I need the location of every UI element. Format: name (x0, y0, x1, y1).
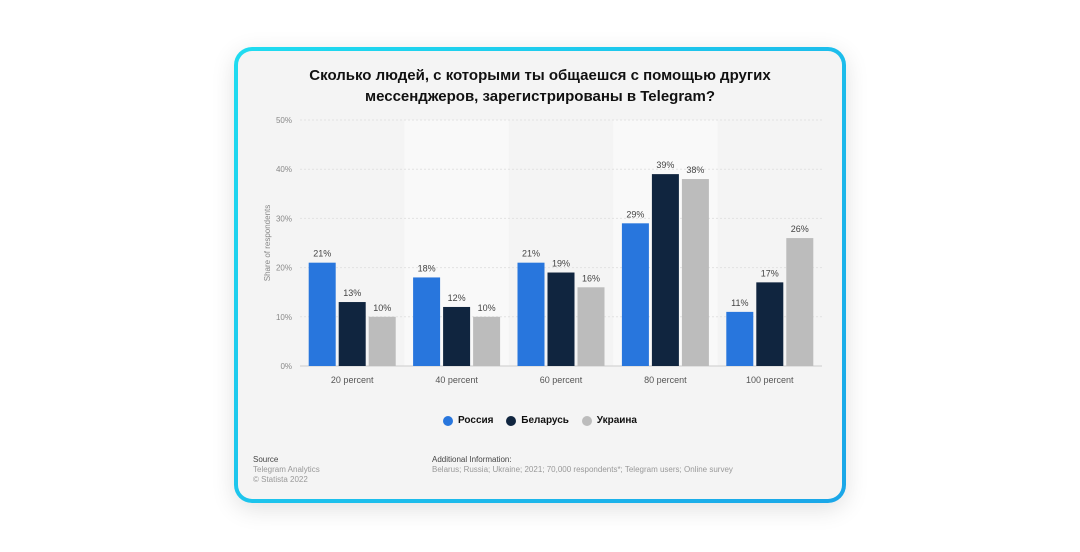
data-label: 17% (761, 268, 779, 278)
bar (577, 287, 605, 366)
data-label: 21% (313, 249, 331, 259)
legend-item-belarus[interactable]: Беларусь (506, 415, 569, 426)
bar (517, 262, 545, 366)
data-label: 18% (418, 263, 436, 273)
x-tick-label: 80 percent (644, 375, 687, 385)
data-label: 21% (522, 249, 540, 259)
x-tick-label: 40 percent (435, 375, 478, 385)
source-label: Source (253, 455, 279, 464)
legend-item-russia[interactable]: Россия (442, 415, 494, 426)
y-tick-label: 30% (276, 214, 292, 223)
legend-label: Украина (596, 415, 637, 426)
data-label: 13% (343, 288, 361, 298)
x-tick-label: 20 percent (331, 375, 374, 385)
bar-chart: 0% 10% 20% 30% 40% 50% Share of respondents 21%… (263, 116, 822, 385)
legend-label: Беларусь (521, 415, 569, 426)
chart-card: Сколько людей, с которыми ты общаешся с … (234, 47, 846, 503)
bar (786, 238, 814, 366)
bar (651, 174, 679, 366)
bar (338, 302, 366, 366)
bar (681, 179, 709, 366)
x-tick-label: 100 percent (746, 375, 794, 385)
chart-title: Сколько людей, с которыми ты общаешся с … (238, 65, 842, 107)
data-label: 26% (791, 224, 809, 234)
bar (368, 316, 396, 366)
legend-item-ukraine[interactable]: Украина (581, 415, 637, 426)
x-tick-label: 60 percent (540, 375, 583, 385)
data-label: 12% (448, 293, 466, 303)
y-tick-label: 20% (276, 264, 292, 273)
chart-panel: Сколько людей, с которыми ты общаешся с … (238, 51, 842, 499)
bar (756, 282, 784, 366)
legend-label: Россия (457, 415, 494, 426)
y-axis-label: Share of respondents (263, 205, 272, 282)
source-text[interactable]: Telegram Analytics (253, 465, 320, 474)
legend-swatch (506, 415, 517, 426)
data-label: 10% (478, 303, 496, 313)
y-tick-label: 0% (280, 362, 292, 371)
bar (308, 262, 336, 366)
data-label: 29% (626, 209, 644, 219)
data-label: 38% (686, 165, 704, 175)
chart-title-text: Сколько людей, с которыми ты общаешся с … (309, 67, 771, 105)
y-tick-label: 50% (276, 116, 292, 125)
bar (413, 277, 441, 366)
data-label: 19% (552, 259, 570, 269)
legend-swatch (581, 415, 592, 426)
bar (621, 223, 649, 366)
data-label: 16% (582, 273, 600, 283)
bar (547, 272, 575, 366)
legend-swatch (442, 415, 453, 426)
legend: Россия Беларусь Украина (238, 415, 842, 429)
bar (726, 311, 754, 366)
bar (473, 316, 501, 366)
data-label: 10% (373, 303, 391, 313)
y-tick-label: 40% (276, 165, 292, 174)
info-block: Additional Information: Belarus; Russia;… (432, 455, 733, 475)
source-block: Source Telegram Analytics © Statista 202… (253, 455, 320, 485)
bar (443, 306, 471, 366)
data-label: 39% (656, 160, 674, 170)
copyright-text: © Statista 2022 (253, 475, 308, 484)
data-label: 11% (731, 298, 748, 308)
info-text: Belarus; Russia; Ukraine; 2021; 70,000 r… (432, 465, 733, 474)
info-label: Additional Information: (432, 455, 512, 464)
y-tick-label: 10% (276, 313, 292, 322)
